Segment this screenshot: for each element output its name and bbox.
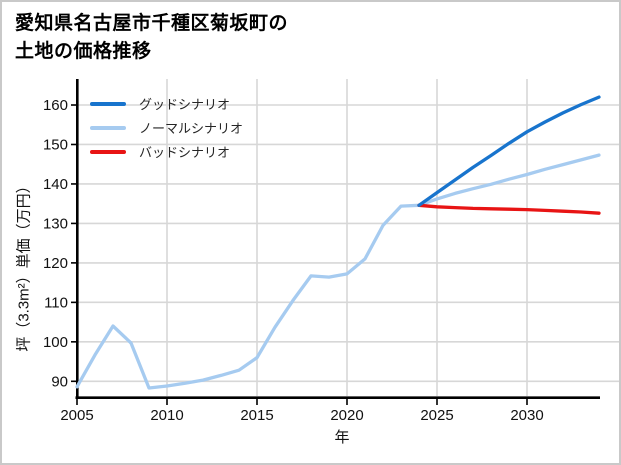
title-line-1: 愛知県名古屋市千種区菊坂町の: [15, 13, 289, 34]
chart-legend: グッドシナリオ ノーマルシナリオ バッドシナリオ: [90, 96, 244, 160]
x-tick-label-2015: 2015: [240, 407, 273, 424]
y-tick-label-140: 140: [43, 176, 68, 193]
line-good-scenario[interactable]: [417, 95, 601, 207]
x-tick-label-2010: 2010: [150, 407, 183, 424]
y-tick-label-160: 160: [43, 97, 68, 114]
legend-item-bad-scenario[interactable]: バッドシナリオ: [90, 144, 243, 160]
legend-item-good-scenario[interactable]: グッドシナリオ: [90, 96, 243, 112]
legend-label-good: グッドシナリオ: [139, 97, 231, 112]
y-tick-label-130: 130: [43, 215, 68, 232]
good-scenario-line-icon: [90, 101, 126, 106]
legend-label-bad: バッドシナリオ: [139, 145, 231, 160]
x-tick-label-2020: 2020: [330, 407, 363, 424]
normal-scenario-line-icon: [90, 125, 126, 130]
y-tick-label-150: 150: [43, 136, 68, 153]
line-normal-scenario[interactable]: [75, 153, 601, 390]
legend-label-normal: ノーマルシナリオ: [139, 121, 244, 136]
x-tick-label-2005: 2005: [60, 407, 93, 424]
y-axis-title: 坪（3.3m²）単価（万円）: [15, 178, 33, 352]
line-bad-scenario[interactable]: [417, 203, 601, 215]
y-tick-label-110: 110: [44, 294, 68, 311]
x-tick-label-2025: 2025: [420, 407, 453, 424]
page-title: 愛知県名古屋市千種区菊坂町の 土地の価格推移: [15, 10, 288, 66]
y-tick-label-100: 100: [43, 334, 68, 351]
y-tick-label-120: 120: [43, 255, 68, 272]
title-line-2: 土地の価格推移: [15, 41, 152, 62]
legend-item-normal-scenario[interactable]: ノーマルシナリオ: [90, 120, 244, 136]
y-tick-label-90: 90: [51, 373, 68, 390]
x-axis-title: 年: [334, 429, 350, 446]
x-tick-label-2030: 2030: [510, 407, 543, 424]
bad-scenario-line-icon: [90, 149, 126, 154]
